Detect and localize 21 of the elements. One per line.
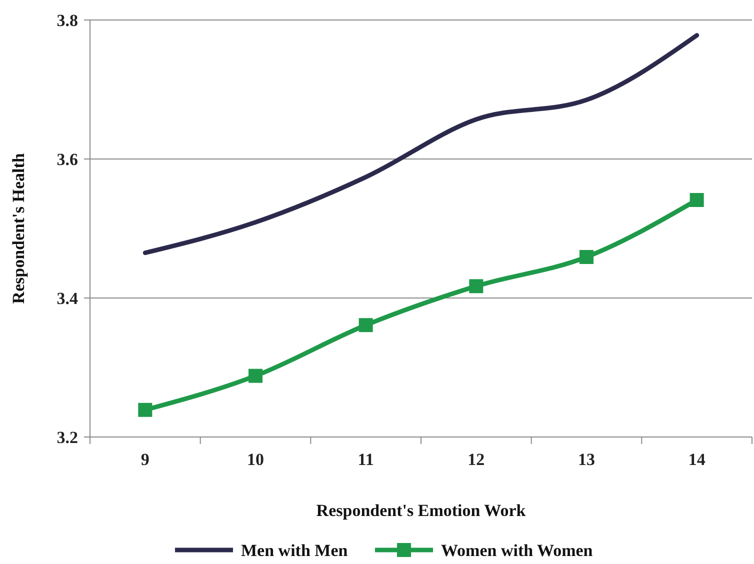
x-tick-label: 13 — [578, 450, 595, 469]
x-tick-label: 11 — [358, 450, 374, 469]
point — [469, 279, 484, 294]
y-tick-label: 3.2 — [56, 428, 78, 447]
y-axis-title: Respondent's Health — [9, 152, 28, 304]
legend-label: Women with Women — [441, 540, 594, 560]
point — [358, 318, 373, 332]
x-tick-label: 14 — [688, 450, 706, 469]
x-tick-label: 10 — [247, 450, 264, 469]
x-tick-label: 9 — [140, 450, 150, 469]
legend-label: Men with Men — [241, 540, 348, 560]
x-tick-label: 12 — [468, 450, 485, 469]
y-tick-label: 3.8 — [56, 10, 78, 30]
x-axis-title: Respondent's Emotion Work — [316, 501, 526, 520]
y-tick-label: 3.6 — [56, 150, 78, 169]
point — [690, 193, 704, 208]
point — [138, 402, 152, 417]
point — [580, 250, 594, 264]
point — [248, 368, 262, 383]
y-tick-label: 3.4 — [56, 288, 78, 308]
line-series — [142, 33, 700, 256]
